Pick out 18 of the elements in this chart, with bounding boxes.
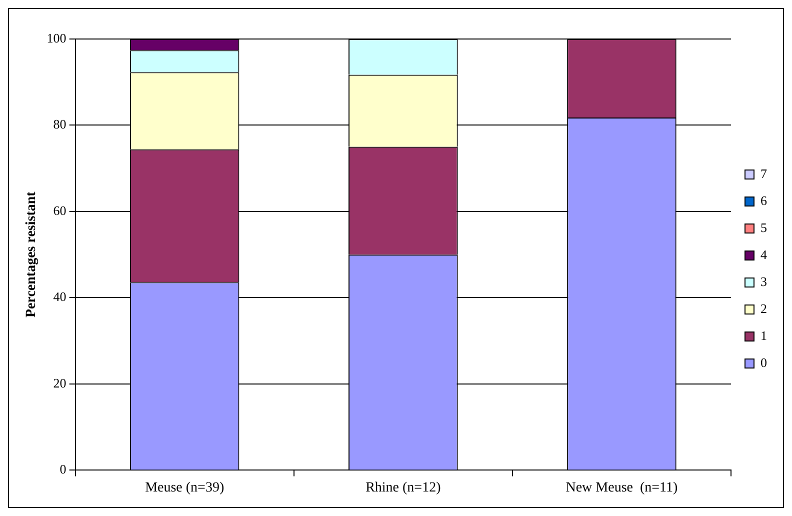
y-tick-label: 40 xyxy=(53,289,66,304)
legend-label: 1 xyxy=(760,328,767,343)
y-tick-label: 100 xyxy=(46,30,66,46)
legend-label: 7 xyxy=(760,166,768,181)
legend-label: 0 xyxy=(760,354,767,370)
y-tick-label: 20 xyxy=(53,375,66,390)
y-tick-label: 0 xyxy=(60,462,66,477)
x-tick-label: Meuse (n=39) xyxy=(145,480,224,496)
x-tick-label: New Meuse (n=11) xyxy=(566,480,678,496)
legend-label: 2 xyxy=(760,300,767,316)
y-tick-label: 60 xyxy=(53,202,66,218)
y-tick-label: 80 xyxy=(53,116,66,132)
legend-label: 6 xyxy=(760,192,768,208)
y-axis-title: Percentages resistant xyxy=(24,191,40,318)
x-tick-label: Rhine (n=12) xyxy=(366,480,442,496)
legend-label: 5 xyxy=(760,220,767,235)
legend-label: 4 xyxy=(760,246,768,262)
legend-label: 3 xyxy=(760,274,767,289)
